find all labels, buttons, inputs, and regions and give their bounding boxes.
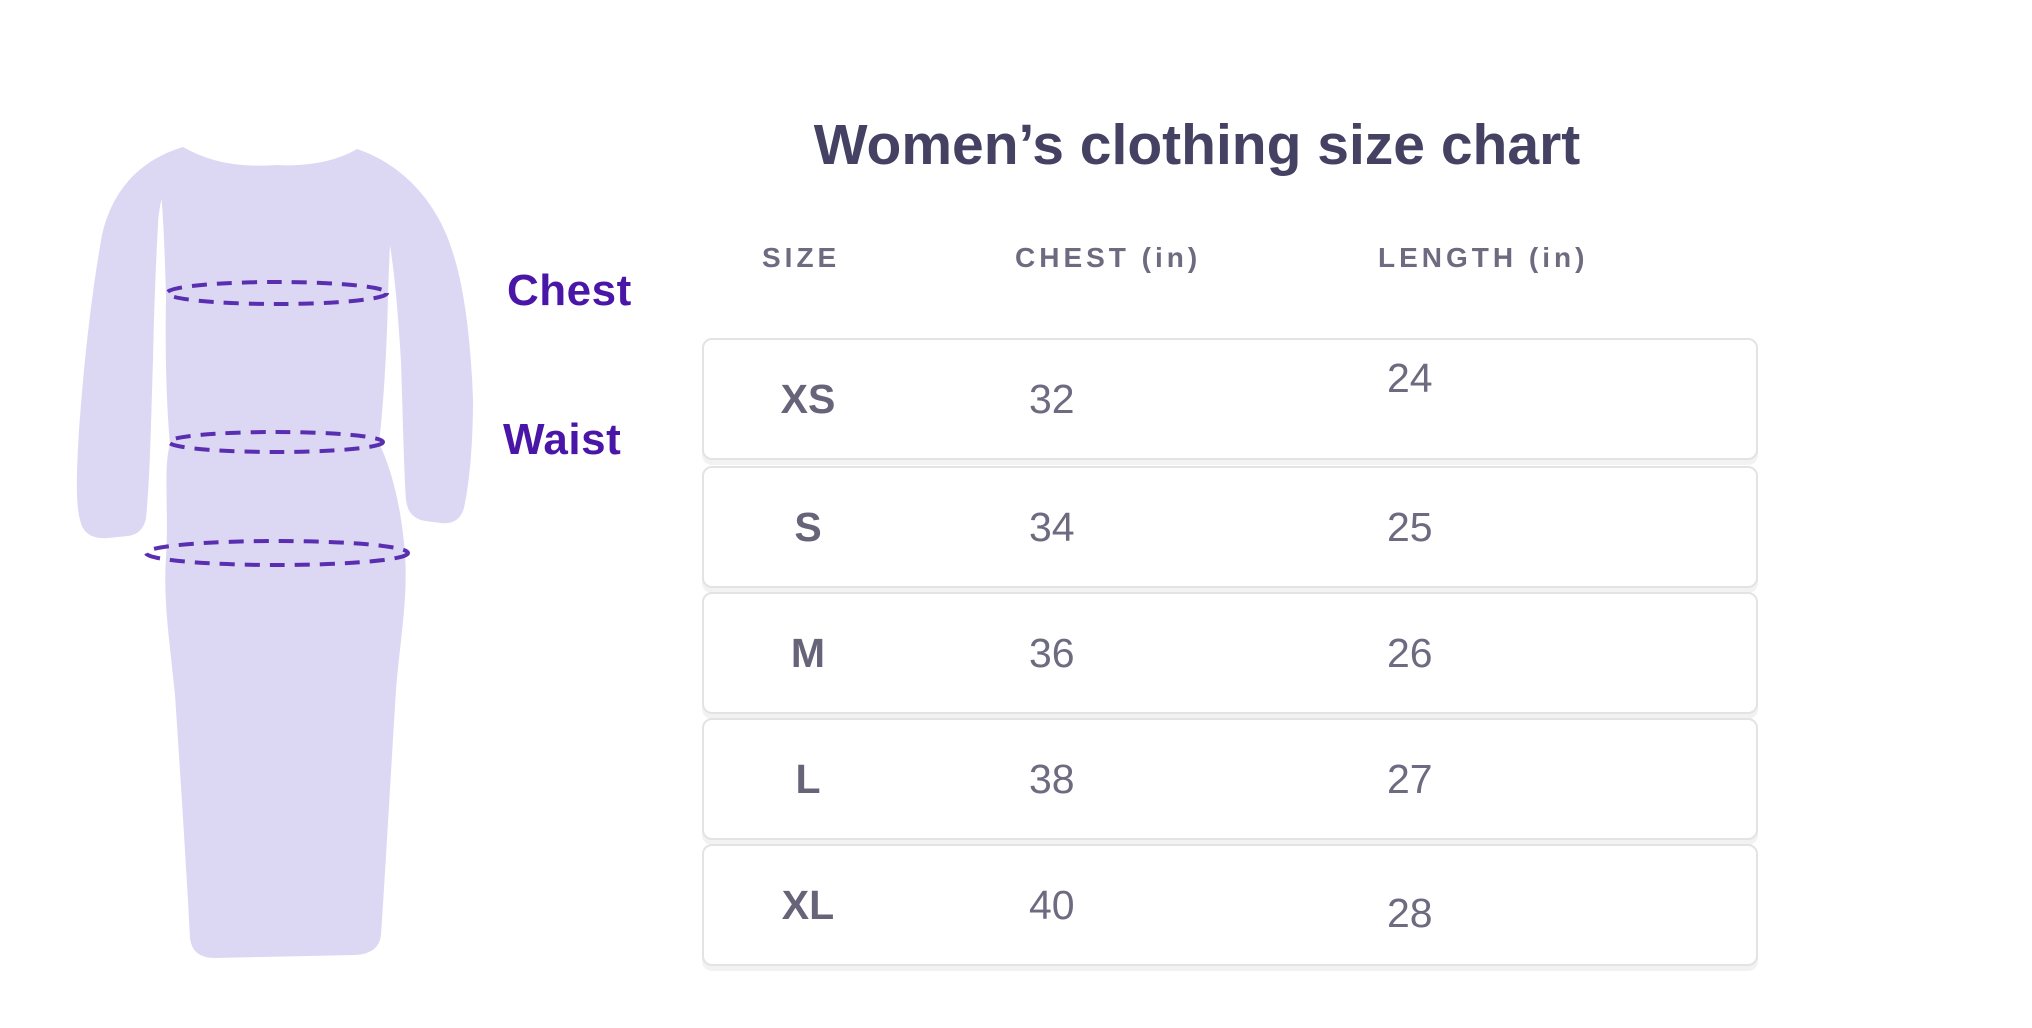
dress-silhouette-graphic [76,147,473,958]
waist-label: Waist [503,415,622,464]
chest-ellipse [165,280,389,306]
size-value: L [795,755,821,802]
chest-value: 36 [1029,629,1075,676]
column-header-chest: CHEST (in) [1015,242,1202,273]
size-value: M [790,629,826,676]
dress-shape [76,147,473,958]
table-row: XL 40 28 [702,844,1758,966]
length-value: 24 [1387,354,1433,401]
dress-illustration: Chest Waist [0,0,700,1028]
table-row: L 38 27 [702,718,1758,840]
length-value: 25 [1387,503,1433,550]
chest-value: 32 [1029,375,1075,422]
table-row: XS 32 24 [702,338,1758,460]
length-value: 27 [1387,755,1433,802]
column-header-length: LENGTH (in) [1378,242,1589,273]
length-value: 28 [1387,889,1433,936]
column-header-size: SIZE [762,242,841,273]
length-value: 26 [1387,629,1433,676]
table-rows: XS 32 24 S 34 25 M 36 26 L 38 27 XL 40 [702,338,1758,966]
chest-value: 38 [1029,755,1075,802]
size-value: XL [781,881,835,928]
measurement-ellipses [144,280,410,567]
page-title: Women’s clothing size chart [813,113,1581,177]
size-value: S [794,503,822,550]
waist-ellipse [167,430,385,454]
chest-label: Chest [507,266,632,315]
chest-value: 34 [1029,503,1075,550]
chest-value: 40 [1029,881,1075,928]
table-row: M 36 26 [702,592,1758,714]
hip-ellipse [144,539,410,567]
size-value: XS [780,375,836,422]
table-row: S 34 25 [702,466,1758,588]
